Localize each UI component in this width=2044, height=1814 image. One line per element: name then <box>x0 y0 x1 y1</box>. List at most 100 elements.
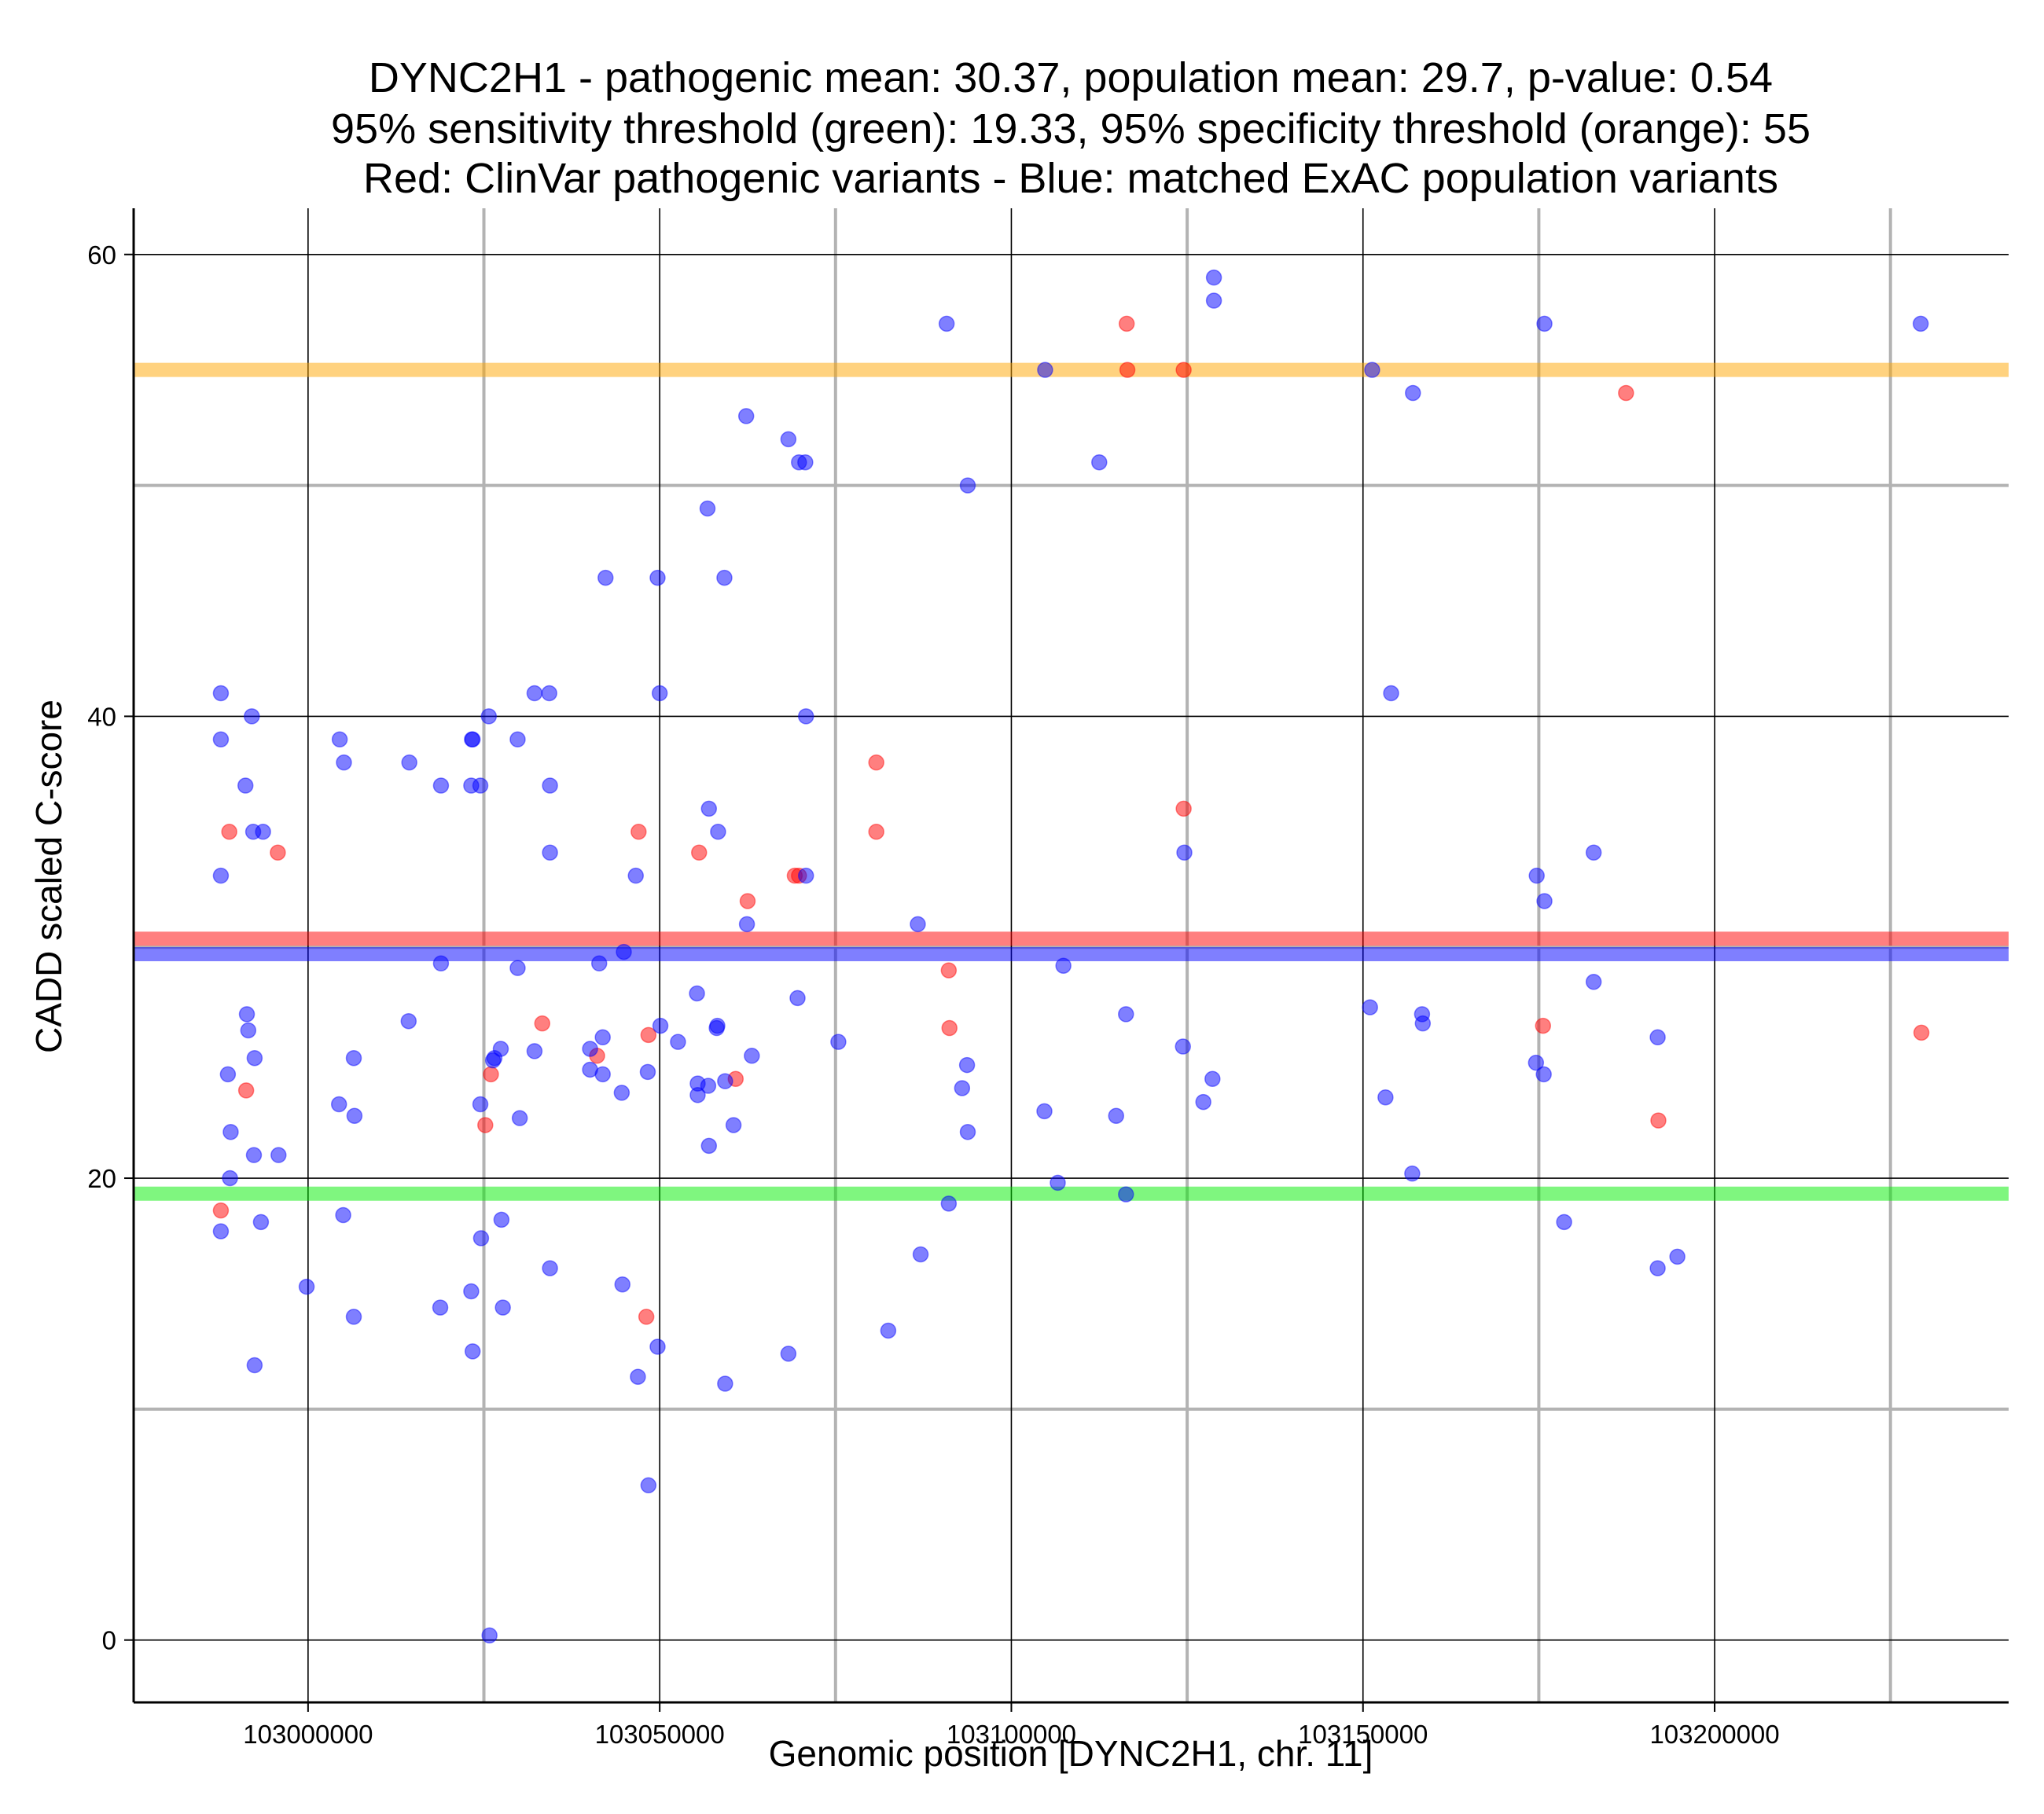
series-2-point <box>246 1357 263 1374</box>
series-2-point <box>541 685 557 702</box>
series-2-point <box>432 955 450 972</box>
series-2-point <box>1912 315 1929 332</box>
x-axis-ticks: 103000000 103050000 103100000 103150000 1032… <box>243 1702 1780 1749</box>
series-2-point <box>238 1006 256 1023</box>
series-2-point <box>335 1206 351 1224</box>
series-2-point <box>1037 362 1053 378</box>
series-2-point <box>509 960 526 976</box>
y-axis-title: CADD scaled C-score <box>28 700 69 1053</box>
chart-title-line-3: Red: ClinVar pathogenic variants - Blue:… <box>363 155 1778 202</box>
series-1-point <box>940 962 958 979</box>
series-2-point <box>797 454 814 471</box>
series-2-point <box>940 1195 958 1212</box>
series-2-point <box>594 1066 611 1083</box>
series-2-point <box>1535 1066 1552 1083</box>
series-2-point <box>1364 362 1380 378</box>
series-2-point <box>737 408 755 424</box>
series-2-point <box>1108 1107 1125 1124</box>
series-2-point <box>594 1029 611 1046</box>
series-2-point <box>345 1049 362 1067</box>
series-1-point <box>739 893 756 909</box>
series-1-point <box>1535 1017 1552 1034</box>
series-2-point <box>244 708 260 725</box>
series-1-point <box>1175 362 1192 378</box>
series-2-point <box>640 1477 657 1494</box>
series-1-point <box>1119 362 1136 378</box>
series-2-point <box>744 1048 760 1064</box>
series-2-point <box>959 477 976 494</box>
series-2-point <box>1204 1070 1221 1087</box>
series-2-point <box>789 990 806 1007</box>
series-2-point <box>1556 1214 1572 1231</box>
series-1-point <box>483 1066 499 1083</box>
series-2-point <box>219 1066 237 1083</box>
series-2-point <box>616 943 632 960</box>
series-2-point <box>270 1147 287 1163</box>
series-1-point <box>1618 384 1634 402</box>
series-2-point <box>1585 974 1602 990</box>
series-2-point <box>699 500 716 517</box>
series-2-point <box>613 1085 630 1101</box>
series-2-point <box>1649 1260 1666 1276</box>
series-2-point <box>910 916 926 933</box>
y-axis-ticks: 0 20 40 60 <box>87 241 134 1655</box>
series-2-point <box>912 1246 929 1263</box>
series-2-point <box>649 1338 666 1355</box>
series-2-point <box>1176 844 1193 861</box>
series-1-points <box>212 315 1930 1325</box>
series-2-point <box>1195 1093 1211 1111</box>
series-2-point <box>1055 957 1072 974</box>
series-2-point <box>542 777 558 794</box>
series-1-point <box>1650 1112 1667 1129</box>
series-2-point <box>1649 1029 1666 1046</box>
series-1-point <box>221 824 237 840</box>
series-2-point <box>1118 1186 1134 1203</box>
series-2-point <box>493 1211 510 1228</box>
series-1-point <box>237 1082 255 1099</box>
series-2-point <box>1205 269 1222 286</box>
series-2-point <box>1377 1089 1394 1106</box>
series-2-point <box>649 569 666 586</box>
chart-title-line-2: 95% sensitivity threshold (green): 19.33… <box>331 105 1811 152</box>
series-2-point <box>526 1043 543 1059</box>
series-2-point <box>1091 454 1108 471</box>
series-2-point <box>1050 1174 1066 1192</box>
series-2-point <box>716 569 733 586</box>
series-2-point <box>298 1278 315 1295</box>
series-2-point <box>954 1080 971 1096</box>
series-1-point <box>534 1015 551 1032</box>
x-axis-title: Genomic position [DYNC2H1, chr. 11] <box>769 1733 1373 1774</box>
x-tick-label: 103200000 <box>1649 1720 1779 1749</box>
series-2-point <box>700 800 718 817</box>
series-2-point <box>212 685 230 702</box>
series-2-point <box>710 824 726 840</box>
series-2-point <box>1175 1038 1191 1055</box>
series-2-point <box>1383 685 1399 702</box>
y-tick-label: 20 <box>87 1164 116 1193</box>
data-points <box>212 269 1930 1644</box>
series-2-point <box>330 1096 347 1113</box>
chart-title-line-1: DYNC2H1 - pathogenic mean: 30.37, popula… <box>369 54 1773 101</box>
series-2-point <box>597 569 614 586</box>
series-2-point <box>1585 844 1602 861</box>
series-2-point <box>212 867 230 884</box>
series-2-point <box>472 1230 490 1247</box>
series-2-point <box>582 1041 598 1057</box>
series-2-point <box>652 1017 669 1034</box>
series-2-point <box>222 1124 239 1140</box>
series-2-point <box>639 1063 656 1081</box>
x-tick-label: 103050000 <box>595 1720 725 1749</box>
series-1-point <box>691 844 708 861</box>
series-2-point <box>245 1147 263 1163</box>
series-2-point <box>336 754 352 771</box>
series-2-point <box>212 731 230 748</box>
series-2-point <box>494 1299 511 1316</box>
series-2-point <box>237 777 254 794</box>
x-tick-label: 103150000 <box>1298 1720 1428 1749</box>
series-2-point <box>526 685 543 702</box>
series-2-point <box>627 867 644 884</box>
y-tick-label: 0 <box>102 1626 116 1655</box>
series-2-point <box>246 1049 263 1067</box>
